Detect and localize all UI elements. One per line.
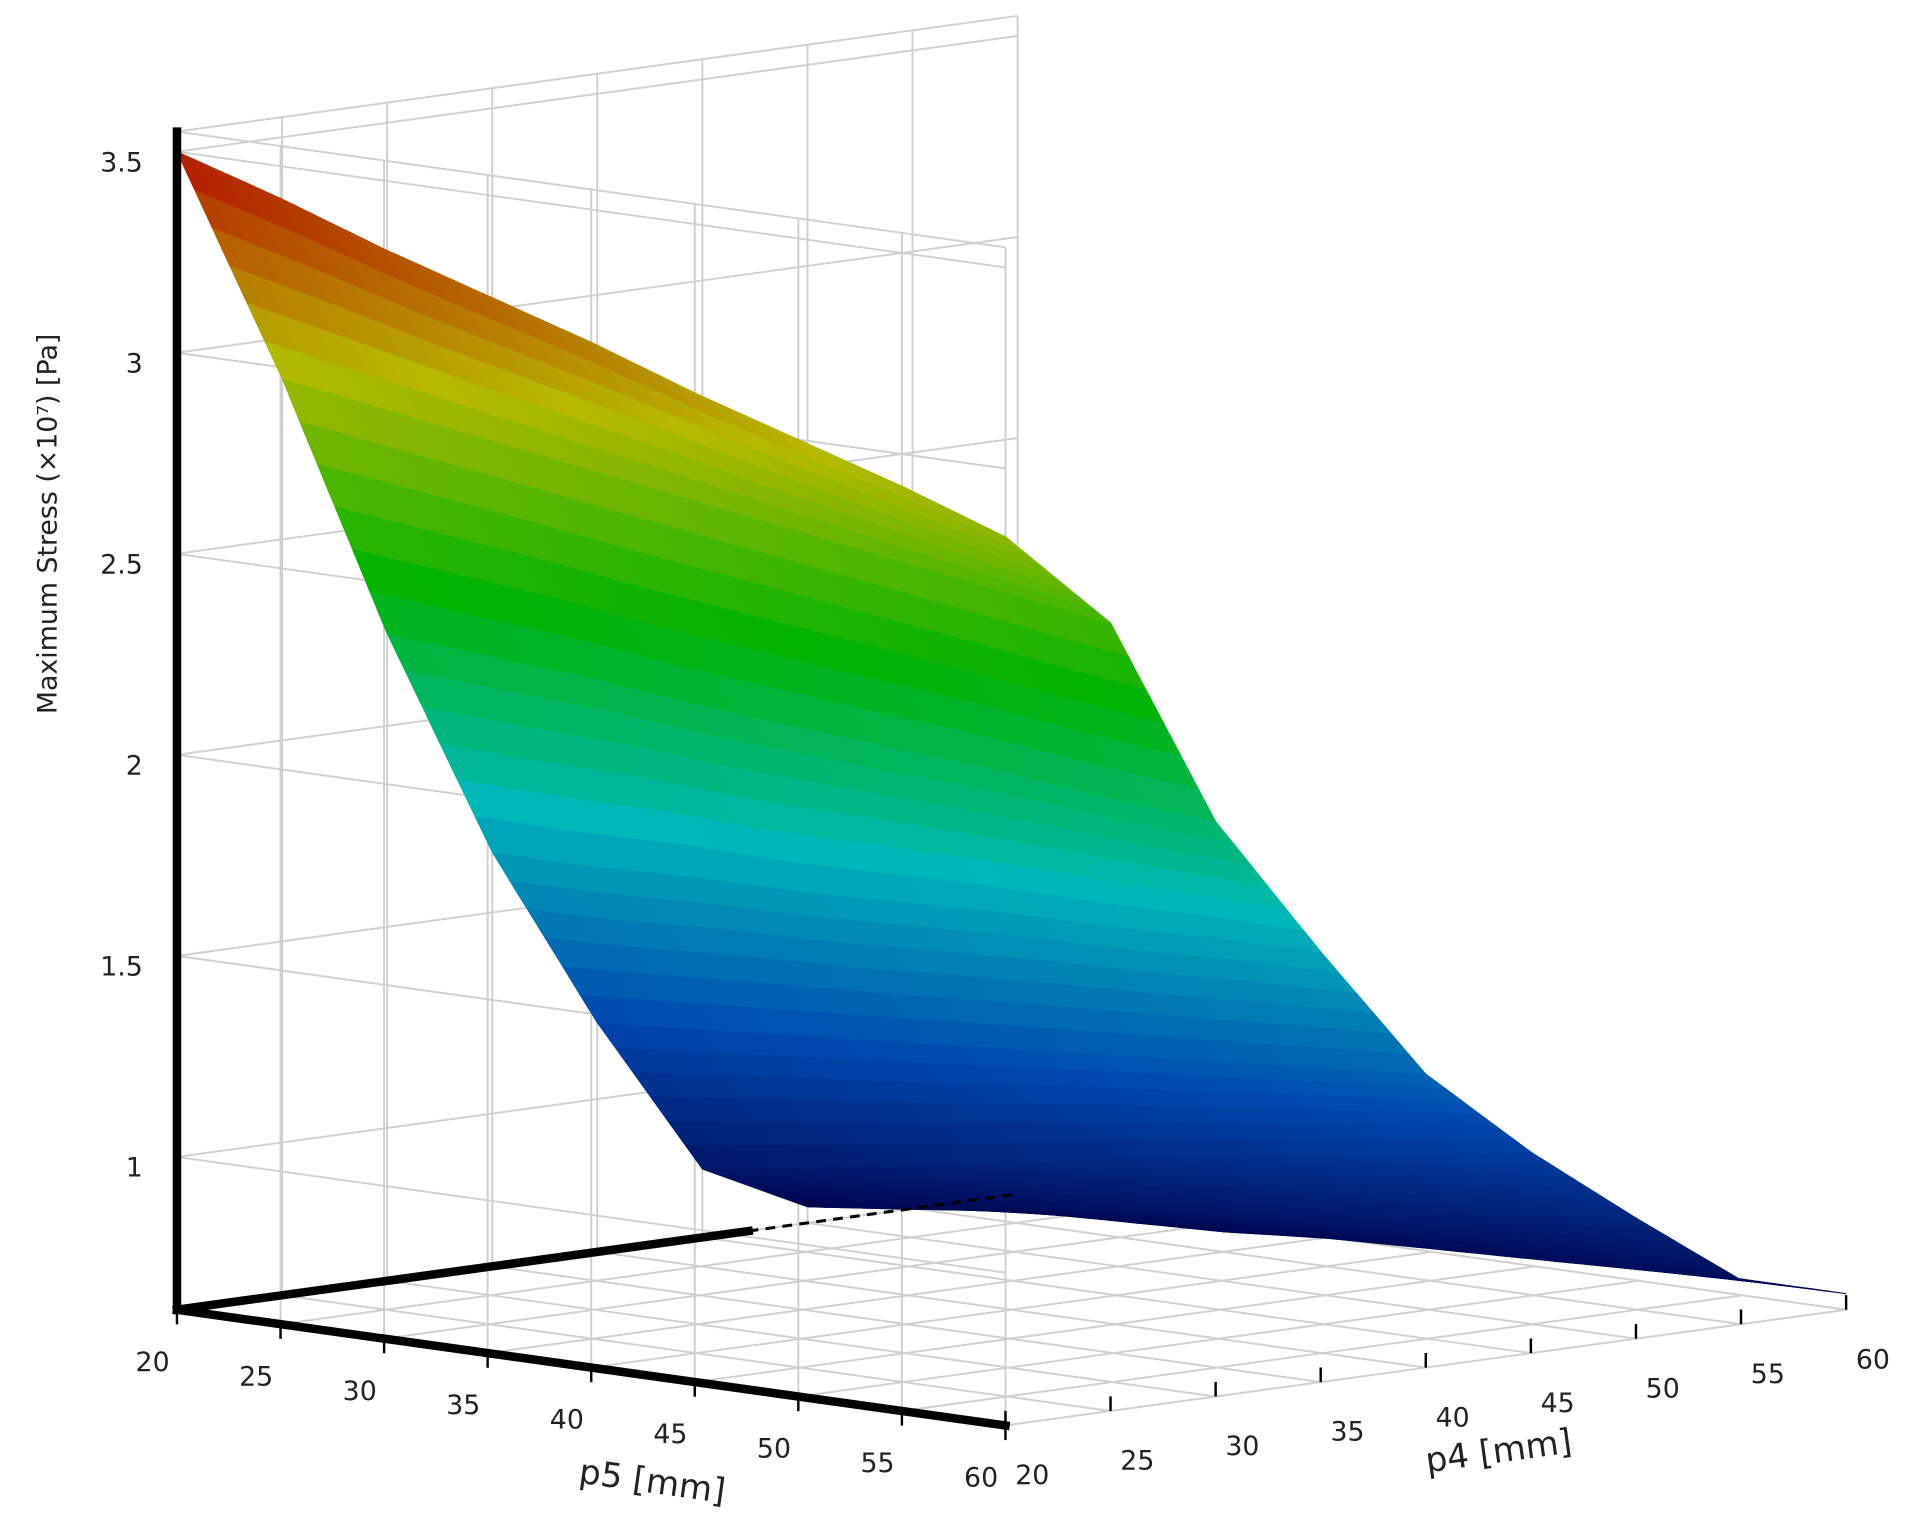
grid-line bbox=[901, 1294, 1743, 1412]
x-tick-label: 30 bbox=[343, 1376, 377, 1407]
z-tick-label: 3.5 bbox=[100, 147, 143, 178]
grid-line bbox=[176, 1155, 1006, 1274]
y-tick-label: 20 bbox=[1015, 1460, 1049, 1491]
grid-line bbox=[383, 1221, 1225, 1340]
x-tick-label: 40 bbox=[550, 1405, 584, 1436]
grid-line bbox=[176, 150, 1006, 269]
grid-line bbox=[798, 1279, 1640, 1398]
x-tick-label: 20 bbox=[136, 1347, 170, 1378]
x-tick-label: 55 bbox=[860, 1448, 894, 1479]
surface bbox=[175, 150, 1847, 1295]
z-tick-label: 1 bbox=[126, 1153, 143, 1184]
z-tick-label: 2 bbox=[126, 751, 143, 782]
x-tick-label: 35 bbox=[446, 1390, 480, 1421]
y-tick-label: 50 bbox=[1646, 1373, 1680, 1404]
y-tick-label: 60 bbox=[1856, 1344, 1890, 1375]
y-tick-label: 40 bbox=[1436, 1402, 1470, 1433]
box-edge bbox=[176, 130, 1006, 249]
box-edge bbox=[176, 14, 1018, 133]
z-tick-label: 1.5 bbox=[100, 952, 143, 983]
z-tick-label: 2.5 bbox=[100, 549, 143, 580]
x-axis-title: p5 [mm] bbox=[577, 1452, 728, 1512]
x-tick-label: 45 bbox=[653, 1419, 687, 1450]
grid-line bbox=[591, 1250, 1433, 1369]
y-tick-label: 35 bbox=[1330, 1417, 1364, 1448]
x-tick-label: 50 bbox=[757, 1434, 791, 1465]
surface-cell bbox=[987, 527, 1024, 552]
z-tick-label: 3 bbox=[126, 348, 143, 379]
y-tick-label: 55 bbox=[1751, 1359, 1785, 1390]
y-axis-line bbox=[172, 1226, 754, 1315]
grid-line bbox=[280, 1207, 1122, 1326]
y-axis-hidden bbox=[748, 1192, 1018, 1233]
grid-line bbox=[694, 1265, 1536, 1384]
y-tick-label: 45 bbox=[1541, 1388, 1575, 1419]
y-tick-label: 30 bbox=[1225, 1431, 1259, 1462]
grid-line bbox=[487, 1236, 1329, 1355]
grid-line bbox=[176, 34, 1018, 153]
x-tick-label: 60 bbox=[964, 1463, 998, 1494]
z-axis-title: Maximum Stress (×10⁷) [Pa] bbox=[33, 334, 64, 714]
x-tick-label: 25 bbox=[239, 1361, 273, 1392]
y-tick-label: 25 bbox=[1120, 1446, 1154, 1477]
